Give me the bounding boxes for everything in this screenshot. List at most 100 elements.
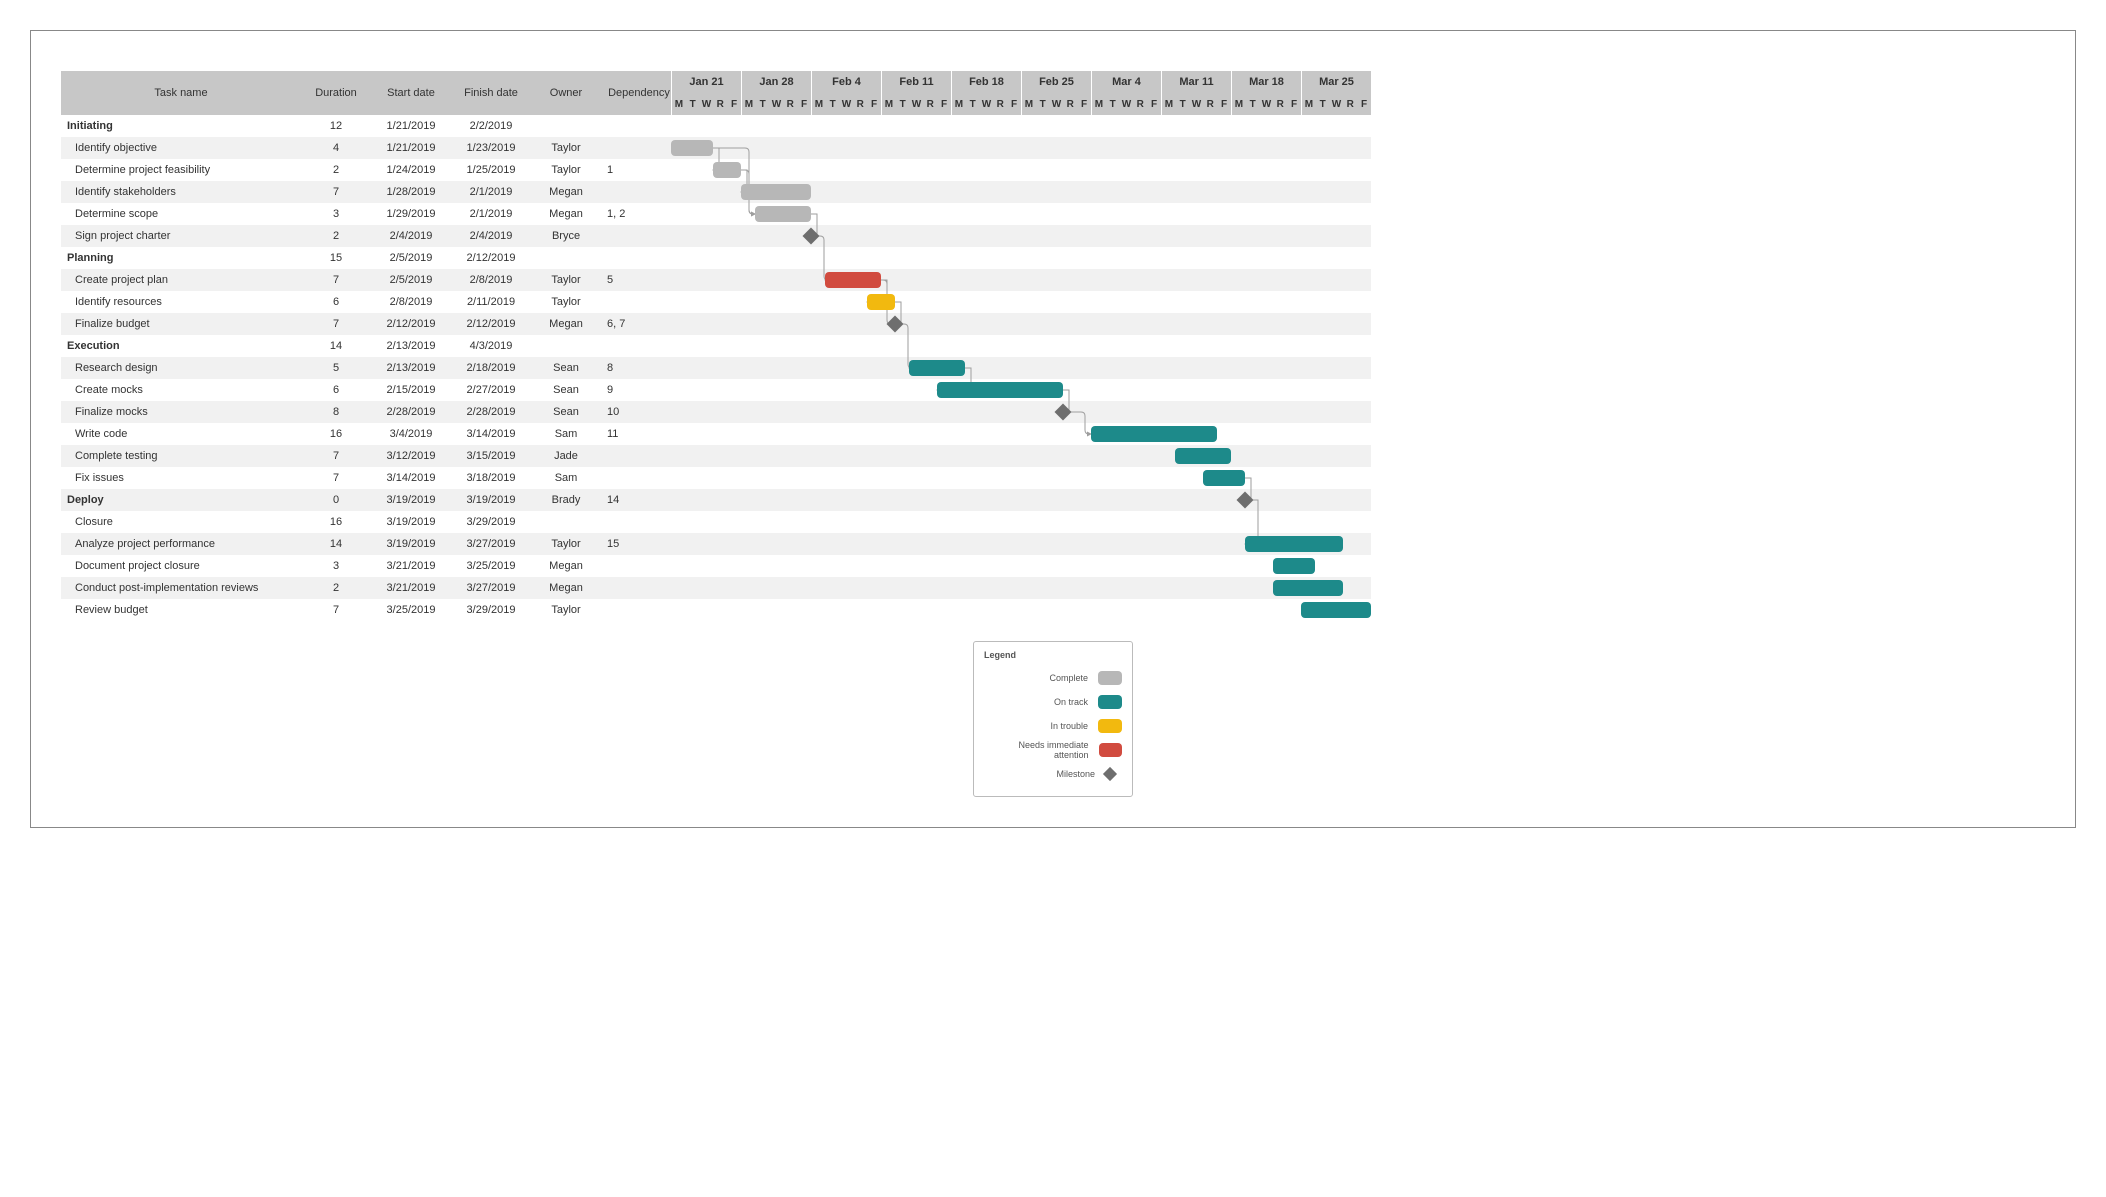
cell-start: 2/13/2019: [371, 335, 451, 357]
day-label: R: [1063, 93, 1077, 115]
cell-finish: 2/28/2019: [451, 401, 531, 423]
day-label: F: [1217, 93, 1231, 115]
week-label: Feb 18: [952, 71, 1021, 93]
cell-dur: 16: [301, 511, 371, 533]
gantt-frame: Task name Duration Start date Finish dat…: [30, 30, 2076, 828]
cell-dep: 10: [601, 401, 671, 423]
cell-dur: 6: [301, 291, 371, 313]
week-label: Feb 25: [1022, 71, 1091, 93]
cell-finish: 2/12/2019: [451, 247, 531, 269]
week-column: Feb 25MTWRF: [1021, 71, 1091, 115]
cell-owner: Taylor: [531, 291, 601, 313]
cell-owner: Taylor: [531, 137, 601, 159]
timeline-row: [671, 555, 1371, 577]
cell-owner: [531, 335, 601, 357]
cell-owner: Sean: [531, 401, 601, 423]
cell-start: 3/12/2019: [371, 445, 451, 467]
legend-label: Milestone: [984, 769, 1095, 779]
cell-start: 3/21/2019: [371, 555, 451, 577]
cell-finish: 2/11/2019: [451, 291, 531, 313]
cell-task: Identify resources: [61, 291, 301, 313]
legend-label: Needs immediate attention: [984, 740, 1089, 760]
cell-owner: Taylor: [531, 159, 601, 181]
timeline-row: [671, 357, 1371, 379]
cell-start: 1/29/2019: [371, 203, 451, 225]
cell-finish: 4/3/2019: [451, 335, 531, 357]
day-label: R: [853, 93, 867, 115]
day-label: W: [1050, 93, 1064, 115]
day-label: W: [700, 93, 714, 115]
legend-swatch: [1099, 743, 1122, 757]
week-column: Feb 11MTWRF: [881, 71, 951, 115]
cell-finish: 3/18/2019: [451, 467, 531, 489]
table-header: Task name Duration Start date Finish dat…: [61, 71, 671, 115]
cell-finish: 3/27/2019: [451, 533, 531, 555]
cell-owner: Taylor: [531, 599, 601, 621]
timeline-row: [671, 489, 1371, 511]
cell-start: 2/5/2019: [371, 247, 451, 269]
cell-owner: Taylor: [531, 533, 601, 555]
cell-dep: [601, 599, 671, 621]
cell-task: Determine project feasibility: [61, 159, 301, 181]
legend-title: Legend: [984, 650, 1122, 660]
task-row: Sign project charter22/4/20192/4/2019Bry…: [61, 225, 671, 247]
day-label: W: [910, 93, 924, 115]
cell-finish: 2/1/2019: [451, 181, 531, 203]
cell-start: 2/5/2019: [371, 269, 451, 291]
day-label: M: [1232, 93, 1246, 115]
section-row: Initiating121/21/20192/2/2019: [61, 115, 671, 137]
week-column: Mar 4MTWRF: [1091, 71, 1161, 115]
legend-row: Needs immediate attention: [984, 738, 1122, 762]
day-label: R: [1203, 93, 1217, 115]
week-label: Feb 4: [812, 71, 881, 93]
week-column: Mar 18MTWRF: [1231, 71, 1301, 115]
day-label: W: [1190, 93, 1204, 115]
cell-owner: [531, 247, 601, 269]
cell-finish: 2/4/2019: [451, 225, 531, 247]
cell-owner: Megan: [531, 203, 601, 225]
cell-task: Execution: [61, 335, 301, 357]
cell-owner: Megan: [531, 181, 601, 203]
cell-dep: [601, 511, 671, 533]
cell-start: 3/19/2019: [371, 511, 451, 533]
legend-swatch: [1098, 719, 1122, 733]
cell-task: Sign project charter: [61, 225, 301, 247]
day-label: W: [1120, 93, 1134, 115]
day-label: T: [826, 93, 840, 115]
cell-task: Initiating: [61, 115, 301, 137]
legend-row: Complete: [984, 666, 1122, 690]
timeline-row: [671, 511, 1371, 533]
cell-dep: [601, 181, 671, 203]
task-row: Finalize budget72/12/20192/12/2019Megan6…: [61, 313, 671, 335]
cell-task: Deploy: [61, 489, 301, 511]
cell-finish: 2/8/2019: [451, 269, 531, 291]
week-label: Mar 11: [1162, 71, 1231, 93]
timeline-row: [671, 115, 1371, 137]
day-label: F: [1357, 93, 1371, 115]
col-header-task: Task name: [61, 71, 301, 115]
cell-task: Determine scope: [61, 203, 301, 225]
cell-dep: [601, 335, 671, 357]
cell-task: Write code: [61, 423, 301, 445]
cell-dep: [601, 467, 671, 489]
cell-owner: Sean: [531, 379, 601, 401]
task-row: Identify stakeholders71/28/20192/1/2019M…: [61, 181, 671, 203]
cell-dep: 9: [601, 379, 671, 401]
task-row: Complete testing73/12/20193/15/2019Jade: [61, 445, 671, 467]
timeline-row: [671, 159, 1371, 181]
cell-dur: 7: [301, 313, 371, 335]
cell-start: 2/4/2019: [371, 225, 451, 247]
day-label: M: [812, 93, 826, 115]
cell-finish: 3/29/2019: [451, 511, 531, 533]
cell-finish: 2/12/2019: [451, 313, 531, 335]
cell-start: 3/19/2019: [371, 489, 451, 511]
day-label: R: [923, 93, 937, 115]
cell-dep: 1, 2: [601, 203, 671, 225]
timeline-row: [671, 335, 1371, 357]
cell-dep: [601, 247, 671, 269]
day-label: F: [1077, 93, 1091, 115]
day-label: M: [1092, 93, 1106, 115]
cell-start: 3/21/2019: [371, 577, 451, 599]
timeline-body: [671, 115, 1371, 621]
cell-task: Planning: [61, 247, 301, 269]
